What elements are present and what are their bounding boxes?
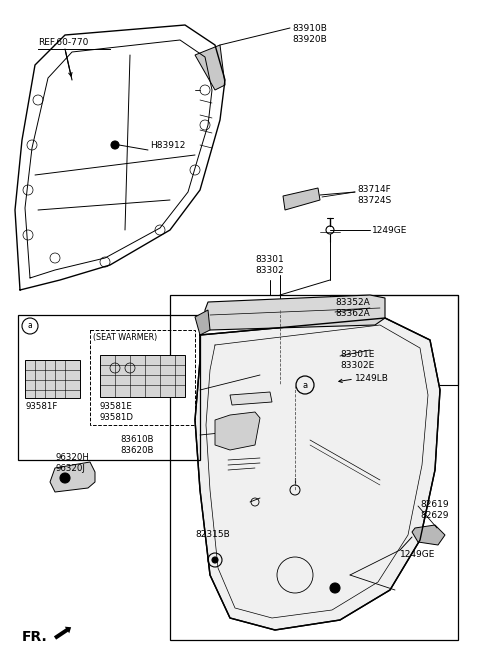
Text: 83362A: 83362A xyxy=(335,309,370,318)
Text: 83714F: 83714F xyxy=(357,185,391,194)
Circle shape xyxy=(60,473,70,483)
Text: a: a xyxy=(302,380,308,389)
Text: 83301E: 83301E xyxy=(340,350,374,359)
Text: 83302E: 83302E xyxy=(340,361,374,370)
Text: 82315B: 82315B xyxy=(195,530,230,539)
Text: a: a xyxy=(28,322,32,331)
Polygon shape xyxy=(50,462,95,492)
Text: 1249LB: 1249LB xyxy=(355,374,389,383)
Text: 93581D: 93581D xyxy=(100,413,134,422)
Polygon shape xyxy=(283,188,320,210)
Text: REF.60-770: REF.60-770 xyxy=(38,38,88,47)
Text: 83302: 83302 xyxy=(255,266,284,275)
Text: 83910B: 83910B xyxy=(292,24,327,33)
Circle shape xyxy=(212,557,218,563)
Bar xyxy=(330,295,458,385)
Text: 83724S: 83724S xyxy=(357,196,391,205)
Polygon shape xyxy=(195,318,440,630)
Text: 83301: 83301 xyxy=(255,255,284,264)
Text: 82619: 82619 xyxy=(420,500,449,509)
Polygon shape xyxy=(195,310,210,335)
Text: 93581F: 93581F xyxy=(25,402,58,411)
Polygon shape xyxy=(215,412,260,450)
Text: H83912: H83912 xyxy=(150,142,185,150)
Text: (SEAT WARMER): (SEAT WARMER) xyxy=(93,333,157,342)
Text: 83620B: 83620B xyxy=(120,446,154,455)
Bar xyxy=(90,330,195,425)
Text: 96320H: 96320H xyxy=(55,453,89,462)
Bar xyxy=(100,355,185,397)
Circle shape xyxy=(111,141,119,149)
Text: 1249GE: 1249GE xyxy=(372,226,408,235)
Bar xyxy=(18,315,200,460)
Polygon shape xyxy=(195,45,225,90)
FancyArrow shape xyxy=(54,627,71,640)
Text: 1249GE: 1249GE xyxy=(400,550,435,559)
Polygon shape xyxy=(230,392,272,405)
Text: 93581E: 93581E xyxy=(100,402,133,411)
Bar xyxy=(25,360,80,398)
Text: FR.: FR. xyxy=(22,630,48,644)
Polygon shape xyxy=(412,525,445,545)
Circle shape xyxy=(330,583,340,593)
Text: 82629: 82629 xyxy=(420,511,448,520)
Bar xyxy=(170,295,458,640)
Text: 83610B: 83610B xyxy=(120,435,154,444)
Text: 83352A: 83352A xyxy=(335,298,370,307)
Polygon shape xyxy=(205,295,385,330)
Text: 83920B: 83920B xyxy=(292,35,327,44)
Text: 96320J: 96320J xyxy=(55,464,85,473)
